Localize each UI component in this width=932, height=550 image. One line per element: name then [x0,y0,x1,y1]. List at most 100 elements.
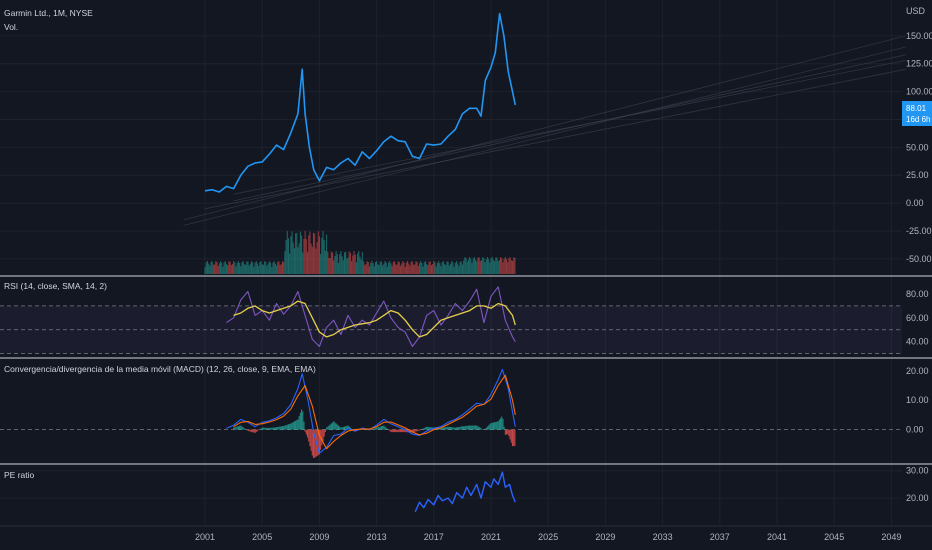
macd-hist-bar [489,424,491,430]
macd-hist-bar [298,416,300,430]
volume-bar [278,261,280,274]
volume-bar [357,253,359,274]
macd-hist-bar [427,426,429,430]
volume-bar [434,262,436,274]
macd-hist-bar [492,422,494,430]
volume-bar [466,261,468,274]
macd-hist-bar [389,429,391,432]
volume-bar [511,260,514,274]
volume-bar [503,258,505,274]
volume-bar [290,236,292,274]
macd-hist-bar [236,426,238,430]
pe-line [414,471,516,513]
macd-ytick-2: 20.00 [906,366,929,376]
volume-bar [361,252,363,274]
macd-hist-bar [465,425,467,430]
volume-bar [322,231,324,274]
macd-hist-bar [383,425,385,430]
macd-hist-bar [408,429,410,433]
macd-hist-bar [279,426,281,430]
macd-hist-bar [254,429,256,433]
macd-hist-bar [296,420,298,430]
macd-hist-bar [233,427,235,430]
macd-hist-bar [382,425,384,430]
macd-hist-bar [327,426,329,430]
volume-bar [492,259,494,274]
price-ytick-3: 25.00 [906,170,929,180]
volume-bar [441,262,443,274]
volume-bar [326,234,328,274]
volume-bar [463,260,465,274]
volume-bar [253,266,255,274]
volume-bar [453,266,455,274]
volume-bar [231,264,234,274]
macd-hist-bar [393,429,396,433]
macd-hist-bar [455,427,458,430]
macd-hist-bar [348,426,350,430]
volume-bar [250,261,253,274]
volume-bar [396,264,398,274]
volume-bar [343,252,346,274]
volume-bar [327,251,329,274]
macd-hist-bar [453,427,455,430]
macd-hist-bar [500,418,502,430]
macd-hist-bar [249,429,251,432]
volume-bar [383,263,385,274]
volume-bar [504,257,506,274]
macd-hist-bar [488,425,490,430]
volume-bar [486,257,489,274]
volume-bar [497,261,499,274]
macd-hist-bar [458,426,460,430]
volume-bar [299,231,301,274]
macd-hist-bar [314,429,316,458]
volume-bar [488,258,490,274]
volume-bar [432,264,434,274]
volume-bar [473,257,475,274]
time-axis[interactable]: 2001 2005 2009 2013 2017 2021 2025 2029 2033 2037… [0,525,932,542]
volume-bar [303,238,305,274]
volume-bar [358,251,360,274]
macd-hist-bar [347,425,349,430]
volume-bar [246,261,248,274]
volume-bar [465,257,467,274]
macd-panel[interactable]: Convergencia/divergencia de la media móv… [0,364,929,458]
macd-ytick-1: 10.00 [906,395,929,405]
volume-bar [245,265,247,274]
macd-hist-bar [460,426,462,430]
volume-bar [476,261,478,274]
rsi-panel[interactable]: RSI (14, close, SMA, 14, 2) 40.00 60.00 80… [0,281,929,355]
volume-bar [214,264,216,274]
volume-bar [393,261,396,274]
volume-bar [255,261,257,274]
volume-bar [240,266,242,274]
volume-bar [301,235,303,274]
macd-hist-bar [267,427,269,430]
grid [0,0,902,526]
macd-hist-bar [463,426,465,430]
macd-hist-bar [505,429,508,435]
price-panel[interactable]: Garmin Ltd., 1M, NYSE Vol. USD -50.00 -25… [4,6,932,274]
volume-bar [379,261,381,274]
macd-hist-bar [419,429,421,431]
macd-hist-bar [301,409,303,430]
macd-hist-bar [501,416,503,430]
macd-title: Convergencia/divergencia de la media móv… [4,364,316,374]
volume-bar [228,261,230,274]
macd-hist-bar [234,427,236,430]
macd-hist-bar [336,424,338,430]
price-ytick-7: 125.00 [906,59,932,69]
macd-hist-bar [253,429,255,433]
macd-hist-bar [312,429,315,458]
pe-panel[interactable]: PE ratio 20.00 30.00 [4,466,929,513]
volume-bar [408,263,410,274]
macd-hist-bar [471,425,473,430]
volume-bar [262,264,264,274]
macd-signal-line [233,374,516,450]
time-tick-12: 2049 [881,532,901,542]
volume-bar [320,253,322,274]
volume-bar [337,262,340,274]
macd-hist-bar [292,422,294,430]
macd-hist-bar [399,429,402,433]
macd-hist-bar [274,427,276,430]
